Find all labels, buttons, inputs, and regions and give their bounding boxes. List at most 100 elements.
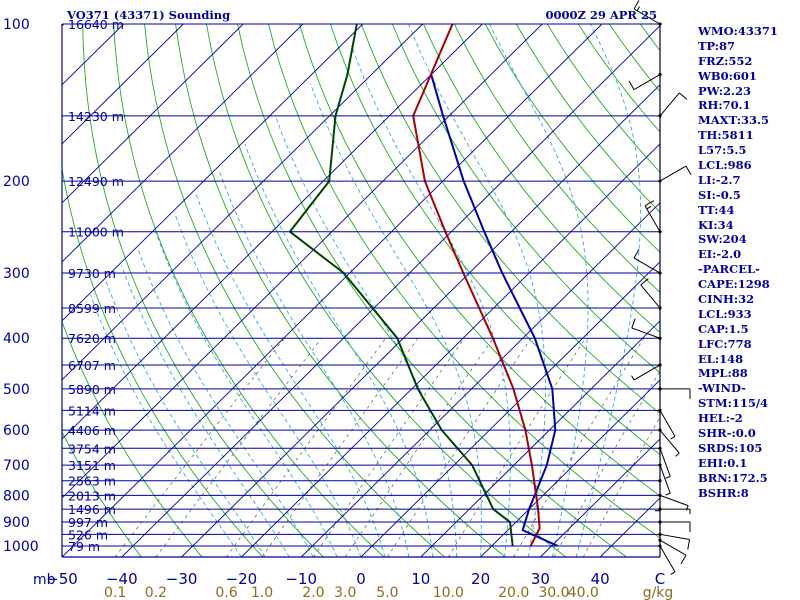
dry-adiabats <box>62 24 660 557</box>
height-label: 8599 m <box>68 301 116 316</box>
wind-barb-shaft <box>640 284 661 309</box>
mixing-ratio-label: 2.0 <box>302 585 324 600</box>
mixing-ratio-line <box>448 338 586 557</box>
mixing-ratio-line <box>226 337 386 557</box>
mixing-ratio-line <box>582 416 660 557</box>
dry-adiabat-line <box>144 24 445 557</box>
plot-area <box>0 24 660 557</box>
indices-panel: WMO:43371 TP:87 FRZ:552 WB0:601 PW:2.23 RH:70… <box>698 24 798 501</box>
temperature-tick-label: −40 <box>106 570 138 588</box>
mixing-ratio-label: 30.0 <box>538 585 569 600</box>
wind-level-dot <box>658 179 662 183</box>
dry-adiabat-line <box>422 24 660 334</box>
wind-barb-shaft <box>644 205 661 232</box>
wind-barb-shaft <box>659 545 676 573</box>
wind-barb-shaft <box>659 429 680 454</box>
dry-adiabat-line <box>453 24 660 293</box>
isotherm-line <box>62 24 304 263</box>
wind-barb-shaft <box>659 464 671 494</box>
height-label: 16640 m <box>68 17 124 32</box>
index-item: SRDS:105 <box>698 440 763 455</box>
isotherm-line <box>62 24 364 322</box>
pressure-tick-label: 400 <box>3 331 30 347</box>
height-label: 3151 m <box>68 458 116 473</box>
pressure-tick-label: 300 <box>3 266 30 282</box>
isotherm-line <box>300 202 660 557</box>
wind-level-dot <box>658 306 662 310</box>
dry-adiabat-line <box>62 166 263 557</box>
isotherm-line <box>480 379 660 557</box>
moist-adiabat-line <box>218 169 410 557</box>
wind-barb-flag <box>636 6 641 12</box>
height-label: 5114 m <box>68 403 116 418</box>
dry-adiabat-line <box>360 24 660 414</box>
height-label: 4406 m <box>68 423 116 438</box>
height-label: 2563 m <box>68 474 116 489</box>
dry-adiabat-line <box>299 24 660 497</box>
wind-barb-flag <box>640 278 649 286</box>
wind-barb-shaft <box>659 92 680 117</box>
mixing-ratio-label: 5.0 <box>376 585 398 600</box>
index-item: TH:5811 <box>698 128 754 143</box>
wind-barb-flag <box>687 539 691 550</box>
pressure-labels: 100 200 300 400 500 600 700 800 900 1000 <box>3 17 39 555</box>
mixing-ratio-line <box>513 338 645 557</box>
isotherm-line <box>62 24 603 557</box>
wind-barb-shaft <box>659 448 671 477</box>
isotherm-line <box>62 24 244 204</box>
index-item: LCL:986 <box>698 158 752 173</box>
index-item: RH:70.1 <box>698 98 751 113</box>
moist-adiabat-line <box>194 192 386 557</box>
wind-level-dot <box>658 428 662 432</box>
isotherm-line <box>121 25 660 557</box>
wind-level-dot <box>658 22 662 26</box>
height-label: 526 m <box>68 527 108 542</box>
temperature-labels: mb−50 −40 −30 −20 −10 0 10 20 30 40 C <box>33 570 665 588</box>
moist-adiabat-line <box>244 144 434 557</box>
index-item: WMO:43371 <box>698 24 778 38</box>
dewpoint-trace <box>288 24 514 547</box>
mixing-ratio-label: 20.0 <box>498 585 529 600</box>
temperature-tick-label: 10 <box>411 570 430 588</box>
index-item: MAXT:33.5 <box>698 113 769 128</box>
index-item: LFC:778 <box>698 336 752 351</box>
mixing-ratio-line <box>114 337 285 557</box>
height-label: 1496 m <box>68 502 116 517</box>
pressure-tick-label: 900 <box>3 515 30 531</box>
pressure-tick-label: 1000 <box>3 539 39 555</box>
dry-adiabat-line <box>484 24 660 253</box>
moist-adiabat-line <box>174 212 362 557</box>
moist-adiabat-line <box>310 83 482 557</box>
index-item: TT:44 <box>698 202 735 217</box>
wind-level-dot <box>658 271 662 275</box>
isotherm-line <box>62 24 543 499</box>
wind-level-dot <box>658 387 662 391</box>
index-item: SW:204 <box>698 232 747 247</box>
dry-adiabat-line <box>268 24 660 539</box>
index-item: MPL:88 <box>698 366 748 381</box>
mixing-ratio-label: 0.2 <box>145 585 167 600</box>
index-item: FRZ:552 <box>698 53 753 68</box>
height-label: 14230 m <box>68 109 124 124</box>
index-item: KI:34 <box>698 217 734 232</box>
height-label: 9730 m <box>68 266 116 281</box>
moist-adiabats <box>90 24 642 557</box>
index-item: -WIND- <box>698 381 746 396</box>
index-item: -PARCEL- <box>698 262 760 277</box>
temperature-trace <box>412 24 541 547</box>
index-item: CAP:1.5 <box>698 321 749 336</box>
height-label: 6707 m <box>68 358 116 373</box>
mixing-ratio-labels: 0.1 0.2 0.6 1.0 2.0 3.0 5.0 10.0 20.0 30.040.0 g/k… <box>104 585 673 600</box>
temperature-tick-label: −50 <box>46 570 78 588</box>
isotherm-line <box>0 24 4 557</box>
dry-adiabat-line <box>206 24 567 557</box>
temperature-tick-label: 40 <box>591 570 610 588</box>
mixing-ratio-label: 40.0 <box>568 585 599 600</box>
station-title: VO371 (43371) Sounding <box>67 8 231 22</box>
mixing-ratio-label: 10.0 <box>433 585 464 600</box>
moist-adiabat-line <box>489 24 589 557</box>
wind-barb-flag <box>675 452 680 457</box>
wind-level-dot <box>658 520 662 524</box>
index-item: STM:115/4 <box>698 396 769 411</box>
